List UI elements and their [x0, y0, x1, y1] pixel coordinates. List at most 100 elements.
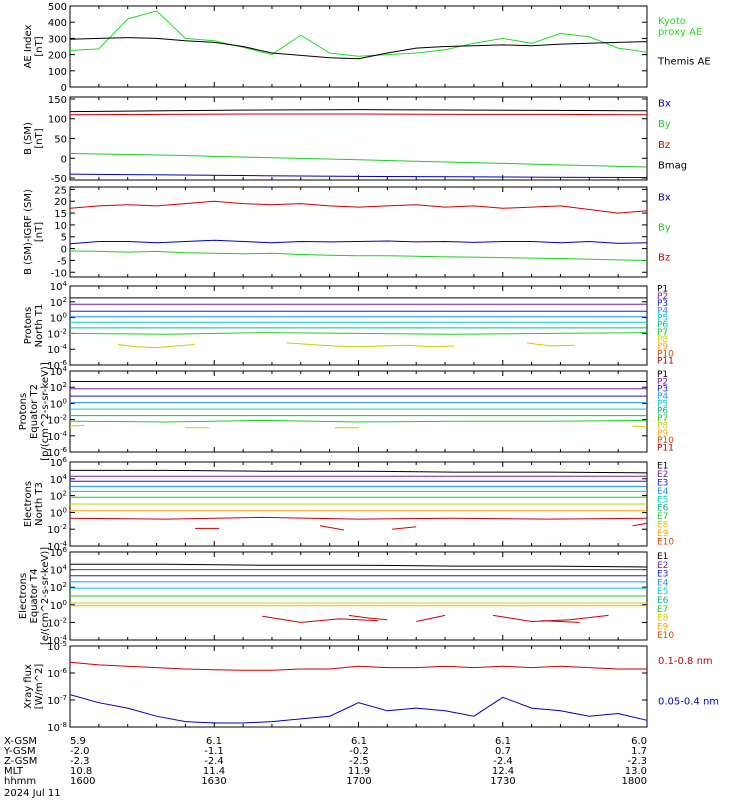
y-tick-label: 100 — [48, 67, 67, 78]
y-axis-label: ElectronsNorth T3 — [23, 481, 45, 527]
footer-value-4-1: 1630 — [201, 776, 226, 787]
legend-entry-ae-0: Kyoto — [658, 16, 686, 27]
y-tick-label: 10-2 — [47, 414, 67, 427]
legend-entry-pe-3: P4 — [657, 392, 668, 402]
legend-entry-ae-1: Themis AE — [657, 57, 711, 68]
legend-entry-ee-8: E9 — [657, 622, 669, 632]
legend-entry-en-7: E8 — [657, 521, 669, 531]
y-tick-label: 10-6 — [47, 359, 67, 372]
y-tick-label: 10-4 — [47, 343, 67, 356]
footer-value-2-1: -2.4 — [204, 756, 224, 767]
y-tick-label: 10-4 — [47, 430, 67, 443]
panel-pn: 10-6 10-4 10-2 100 102 104 ProtonsNorth T1 P1P2… — [23, 280, 674, 372]
legend-entry-pe-10: P11 — [657, 444, 674, 454]
y-tick-label: 10 — [54, 221, 67, 232]
y-tick-label: 25 — [54, 185, 67, 196]
series-segment-ee-0 — [262, 615, 378, 623]
legend-entry-pn-10: P11 — [657, 357, 674, 367]
legend-entry-bsm-0: Bx — [658, 98, 671, 109]
y-tick-label: 150 — [48, 95, 67, 106]
y-tick-label: 50 — [54, 135, 67, 146]
footer-value-2-3: -2.4 — [493, 756, 513, 767]
y-tick-label: 0 — [61, 154, 67, 165]
y-tick-label: 10-8 — [47, 721, 67, 734]
series-line-en-8 — [69, 516, 648, 520]
y-tick-label: 300 — [48, 34, 67, 45]
legend-entry-xray-1: 0.05-0.4 nm — [658, 697, 719, 708]
legend-entry-bigrf-0: Bx — [658, 193, 671, 204]
panel-frame — [69, 5, 648, 88]
y-tick-label: 15 — [54, 209, 67, 220]
y-tick-label: 20 — [54, 197, 67, 208]
y-tick-label: 104 — [50, 365, 68, 378]
legend-entry-pn-1: P2 — [657, 292, 668, 302]
footer-value-0-3: 6.1 — [495, 736, 511, 747]
legend-entry-en-9: E10 — [657, 537, 674, 547]
legend-entry-en-0: E1 — [657, 462, 668, 472]
footer-date: 2024 Jul 11 — [4, 788, 61, 799]
legend-entry-en-4: E5 — [657, 495, 668, 505]
legend-entry-pn-7: P8 — [657, 335, 668, 345]
footer-value-1-0: -2.0 — [70, 746, 90, 757]
footer-value-2-4: -2.3 — [627, 756, 647, 767]
panel-bsm: -50 0 50 100 150 B (SM)[nT] Bx By Bz Bmag — [23, 95, 687, 185]
y-axis-label: AE Index[nT] — [23, 24, 45, 68]
legend-entry-pn-3: P4 — [657, 306, 668, 316]
legend-entry-en-5: E6 — [657, 504, 669, 514]
y-tick-label: 100 — [50, 599, 67, 612]
legend-entry-ee-0: E1 — [657, 552, 668, 562]
legend-entry-pe-7: P8 — [657, 421, 668, 431]
legend-entry-pe-1: P2 — [657, 377, 668, 387]
series-segment-ee-2 — [416, 614, 446, 622]
legend-entry-ee-9: E10 — [657, 631, 674, 641]
y-tick-label: 100 — [48, 115, 67, 126]
legend-entry-pn-4: P5 — [657, 313, 668, 323]
series-segment-pe-0 — [69, 424, 85, 427]
series-line-bigrf-2 — [69, 200, 648, 214]
footer-value-4-4: 1800 — [622, 776, 647, 787]
footer-value-1-2: -0.2 — [349, 746, 369, 757]
y-axis-label: ProtonsNorth T1 — [23, 304, 45, 348]
series-line-bsm-2 — [69, 113, 648, 116]
y-tick-label: 10-4 — [47, 540, 67, 553]
footer-label-0: X-GSM — [4, 736, 37, 747]
y-tick-label: 10-7 — [47, 694, 67, 707]
series-line-pn-6 — [69, 332, 648, 335]
footer-value-4-3: 1730 — [490, 776, 515, 787]
legend-entry-bigrf-1: By — [658, 223, 671, 234]
y-tick-label: 104 — [50, 280, 68, 293]
footer-value-0-2: 6.1 — [351, 736, 367, 747]
legend-entry-pn-2: P3 — [657, 299, 668, 309]
footer-value-4-0: 1600 — [70, 776, 95, 787]
series-line-bigrf-1 — [69, 250, 648, 261]
legend-entry-pe-6: P7 — [657, 414, 668, 424]
legend-entry-ae-0: proxy AE — [658, 27, 702, 38]
y-tick-label: 100 — [50, 397, 67, 410]
legend-entry-bsm-1: By — [658, 119, 671, 130]
y-tick-label: 102 — [50, 490, 67, 503]
footer-value-1-3: 0.7 — [495, 746, 511, 757]
panel-frame — [69, 645, 648, 728]
panel-frame — [69, 370, 648, 453]
footer-value-0-0: 5.9 — [70, 736, 86, 747]
y-tick-label: 10-4 — [47, 634, 67, 647]
legend-entry-ee-7: E8 — [657, 614, 669, 624]
y-tick-label: 0 — [61, 245, 67, 256]
y-tick-label: 10-2 — [47, 616, 67, 629]
legend-entry-bigrf-2: Bz — [658, 253, 670, 264]
y-tick-label: 200 — [48, 51, 67, 62]
series-segment-en-2 — [392, 526, 417, 530]
y-tick-label: 10-2 — [47, 523, 67, 536]
y-tick-label: 106 — [50, 456, 68, 469]
y-axis-label: B (SM)-IGRF (SM)[nT] — [23, 189, 45, 275]
footer-label-3: MLT — [4, 766, 24, 777]
footer-value-2-2: -2.5 — [349, 756, 369, 767]
series-line-pe-6 — [69, 419, 648, 423]
legend-entry-ee-3: E4 — [657, 578, 669, 588]
legend-entry-pn-6: P7 — [657, 328, 668, 338]
